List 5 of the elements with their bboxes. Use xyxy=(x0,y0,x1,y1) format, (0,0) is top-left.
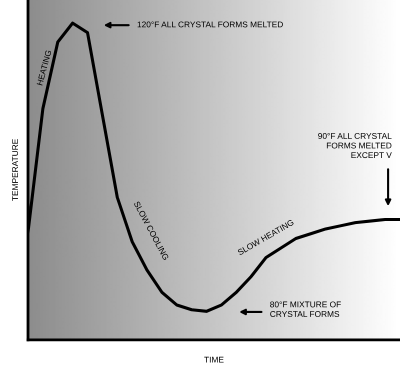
annotation: 80°F MIXTURE OF CRYSTAL FORMS xyxy=(270,301,341,317)
y-axis-title: TEMPERATURE xyxy=(12,139,18,201)
x-axis-title: TIME xyxy=(204,356,224,363)
annotation: 120°F ALL CRYSTAL FORMS MELTED xyxy=(138,21,283,28)
annotation: 90°F ALL CRYSTAL FORMS MELTED EXCEPT V xyxy=(318,133,392,158)
